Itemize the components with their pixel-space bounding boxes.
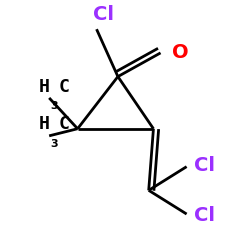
Text: 3: 3 [50, 102, 58, 112]
Text: Cl: Cl [194, 156, 215, 175]
Text: Cl: Cl [93, 6, 114, 25]
Text: O: O [172, 44, 189, 62]
Text: H: H [38, 116, 49, 134]
Text: C: C [59, 116, 70, 134]
Text: Cl: Cl [194, 206, 215, 225]
Text: H: H [38, 78, 49, 96]
Text: C: C [59, 78, 70, 96]
Text: 3: 3 [50, 140, 58, 149]
